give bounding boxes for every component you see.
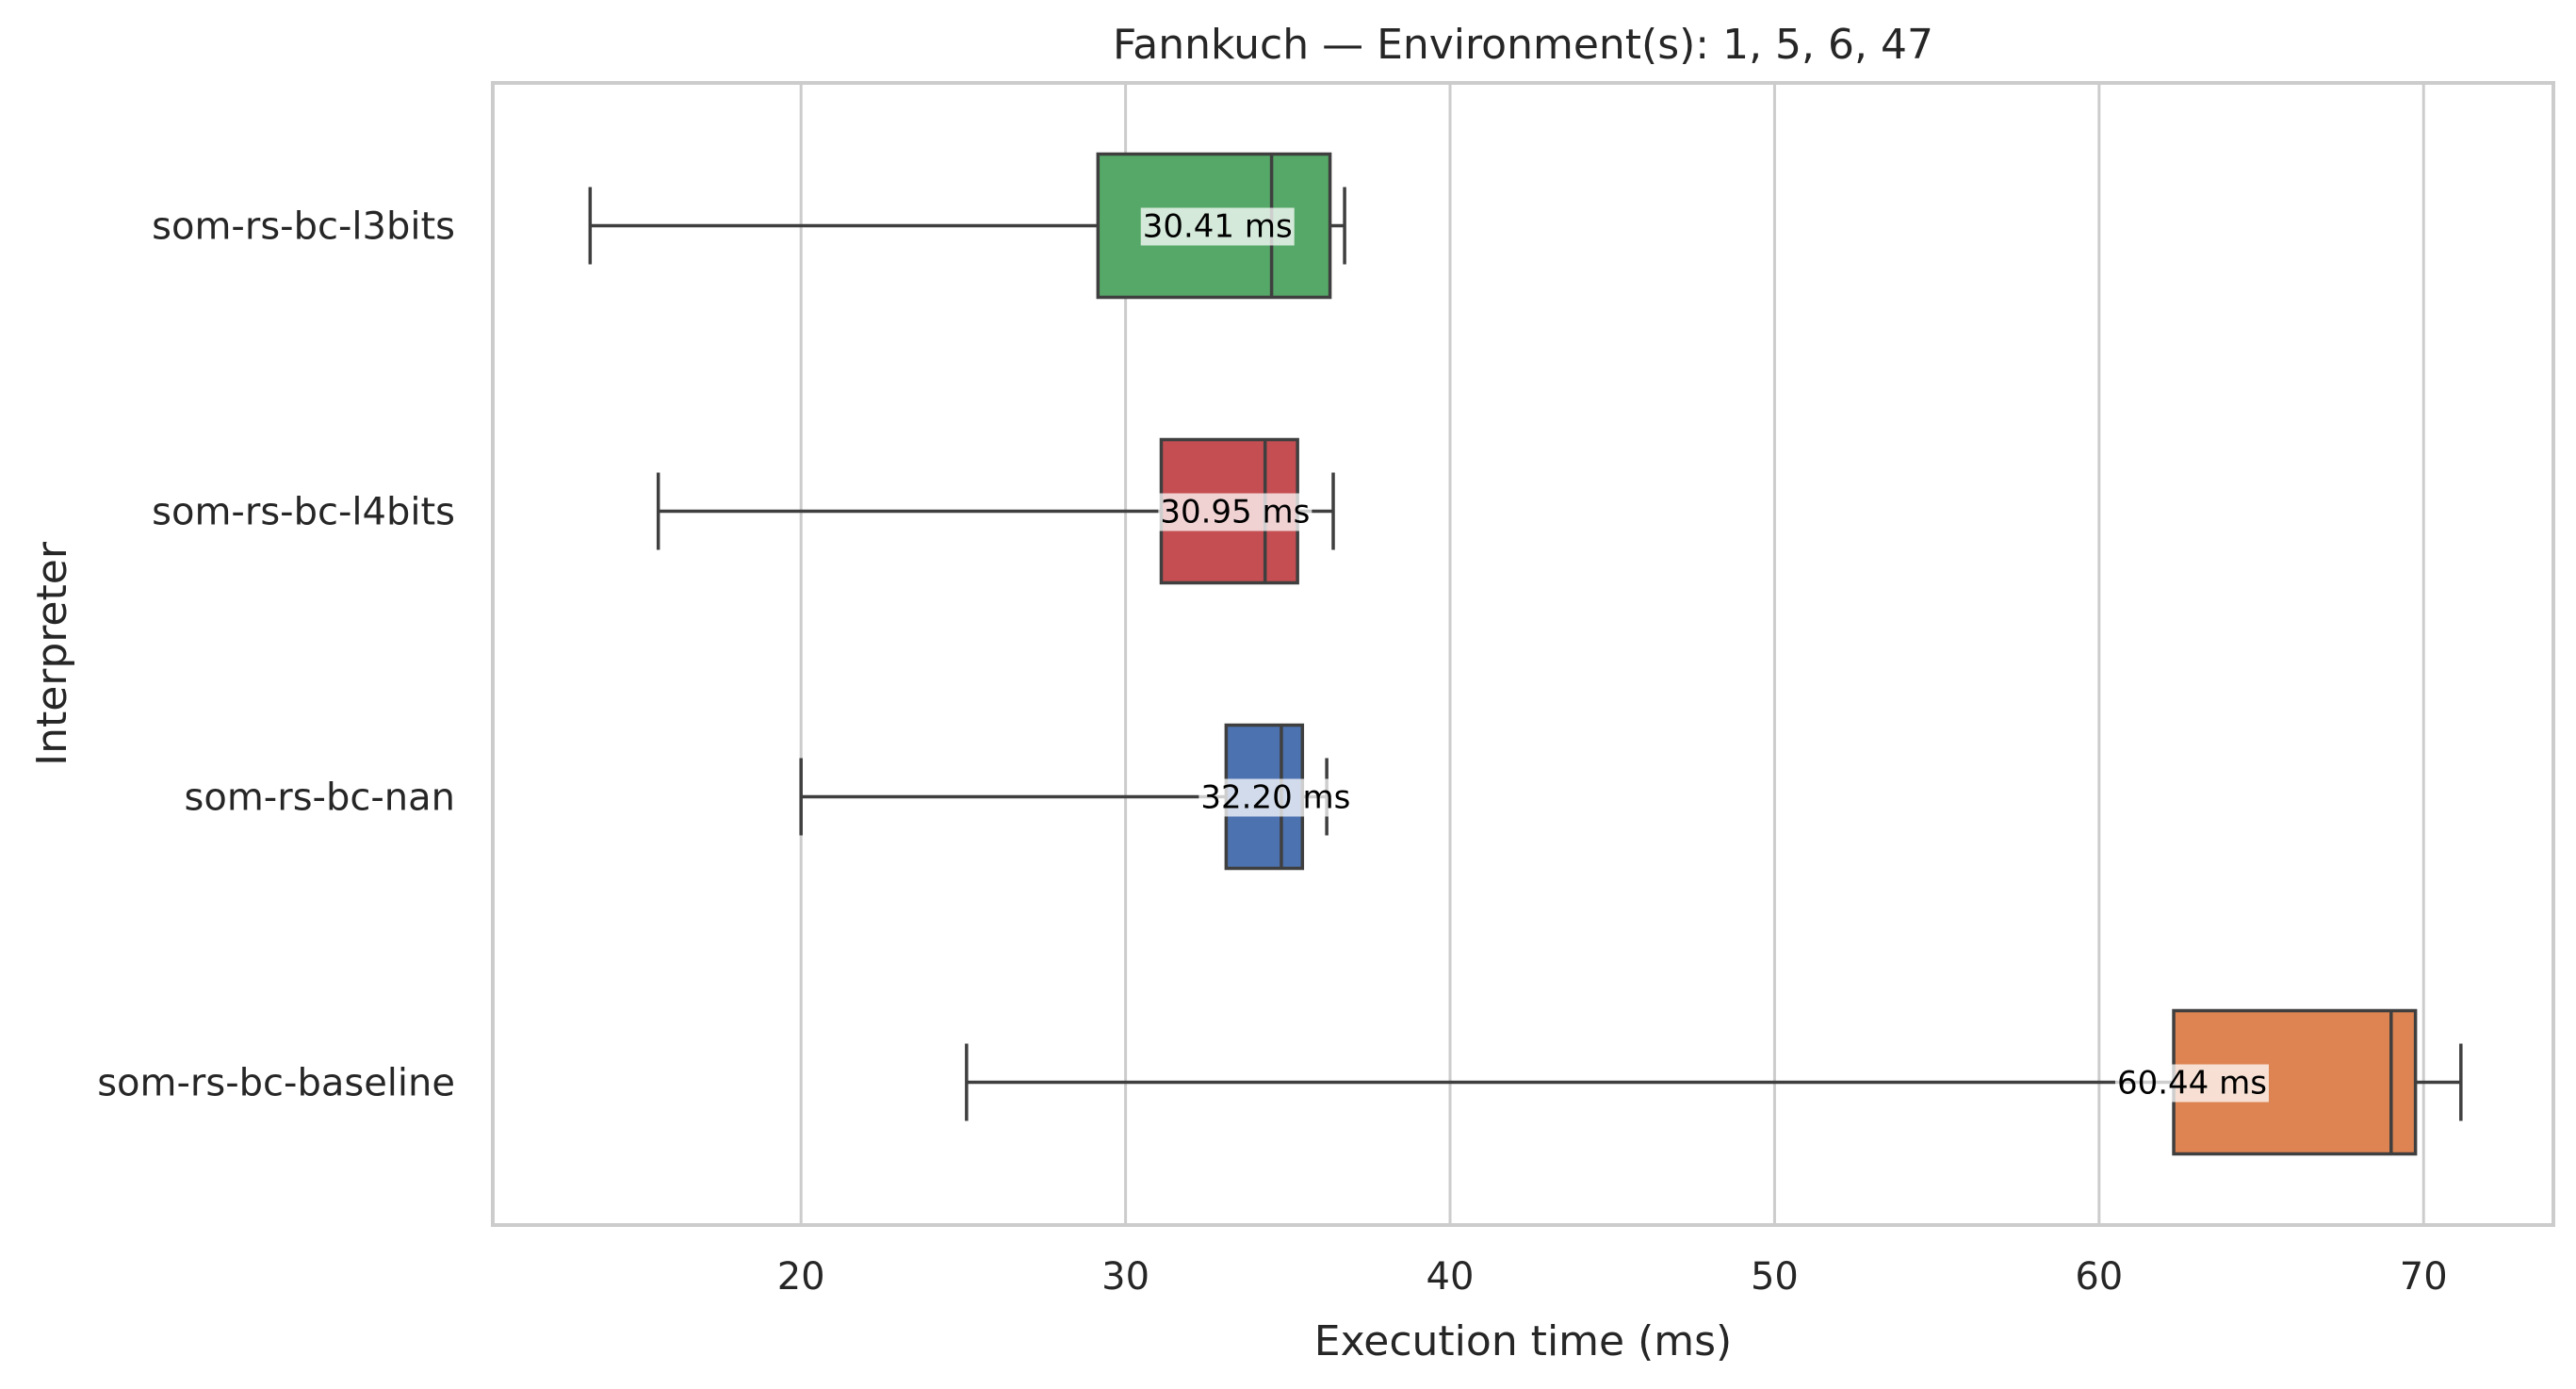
y-tick-label: som-rs-bc-l3bits	[152, 205, 455, 249]
mean-label-background	[1158, 493, 1312, 531]
y-axis-label: Interpreter	[28, 541, 76, 766]
mean-label: 30.95 ms	[1160, 494, 1310, 531]
y-tick-labels: som-rs-bc-l3bits som-rs-bc-l4bits som-rs-b…	[97, 205, 455, 1105]
iqr-box	[2172, 1008, 2418, 1156]
x-tick-labels: 20 30 40 50 60 70	[777, 1255, 2448, 1299]
y-tick-label: som-rs-bc-baseline	[97, 1062, 455, 1105]
mean-label-background	[1140, 207, 1295, 246]
x-tick-label: 60	[2075, 1255, 2123, 1299]
chart-title: Fannkuch — Environment(s): 1, 5, 6, 47	[1113, 21, 1933, 69]
mean-label-group: 30.95 ms	[1158, 493, 1312, 531]
mean-label-group: 32.20 ms	[1198, 778, 1353, 817]
box-group	[965, 1008, 2463, 1156]
mean-labels: 30.41 ms 30.95 ms 32.20 ms 60.44 ms	[1140, 207, 2269, 1103]
mean-label-group: 60.44 ms	[2114, 1064, 2269, 1103]
x-tick-label: 50	[1751, 1255, 1799, 1299]
y-tick-label: som-rs-bc-l4bits	[152, 491, 455, 534]
mean-label: 60.44 ms	[2117, 1065, 2267, 1103]
y-tick-label: som-rs-bc-nan	[185, 776, 455, 820]
mean-label: 30.41 ms	[1143, 208, 1293, 246]
mean-label-background	[2114, 1064, 2269, 1103]
mean-label: 32.20 ms	[1200, 779, 1350, 817]
x-tick-label: 70	[2400, 1255, 2448, 1299]
x-tick-label: 20	[777, 1255, 825, 1299]
plot-frame	[491, 81, 2555, 1227]
x-tick-label: 30	[1101, 1255, 1149, 1299]
x-tick-label: 40	[1427, 1255, 1475, 1299]
mean-label-background	[1198, 778, 1353, 817]
mean-label-group: 30.41 ms	[1140, 207, 1295, 246]
x-axis-label: Execution time (ms)	[1314, 1317, 1732, 1365]
